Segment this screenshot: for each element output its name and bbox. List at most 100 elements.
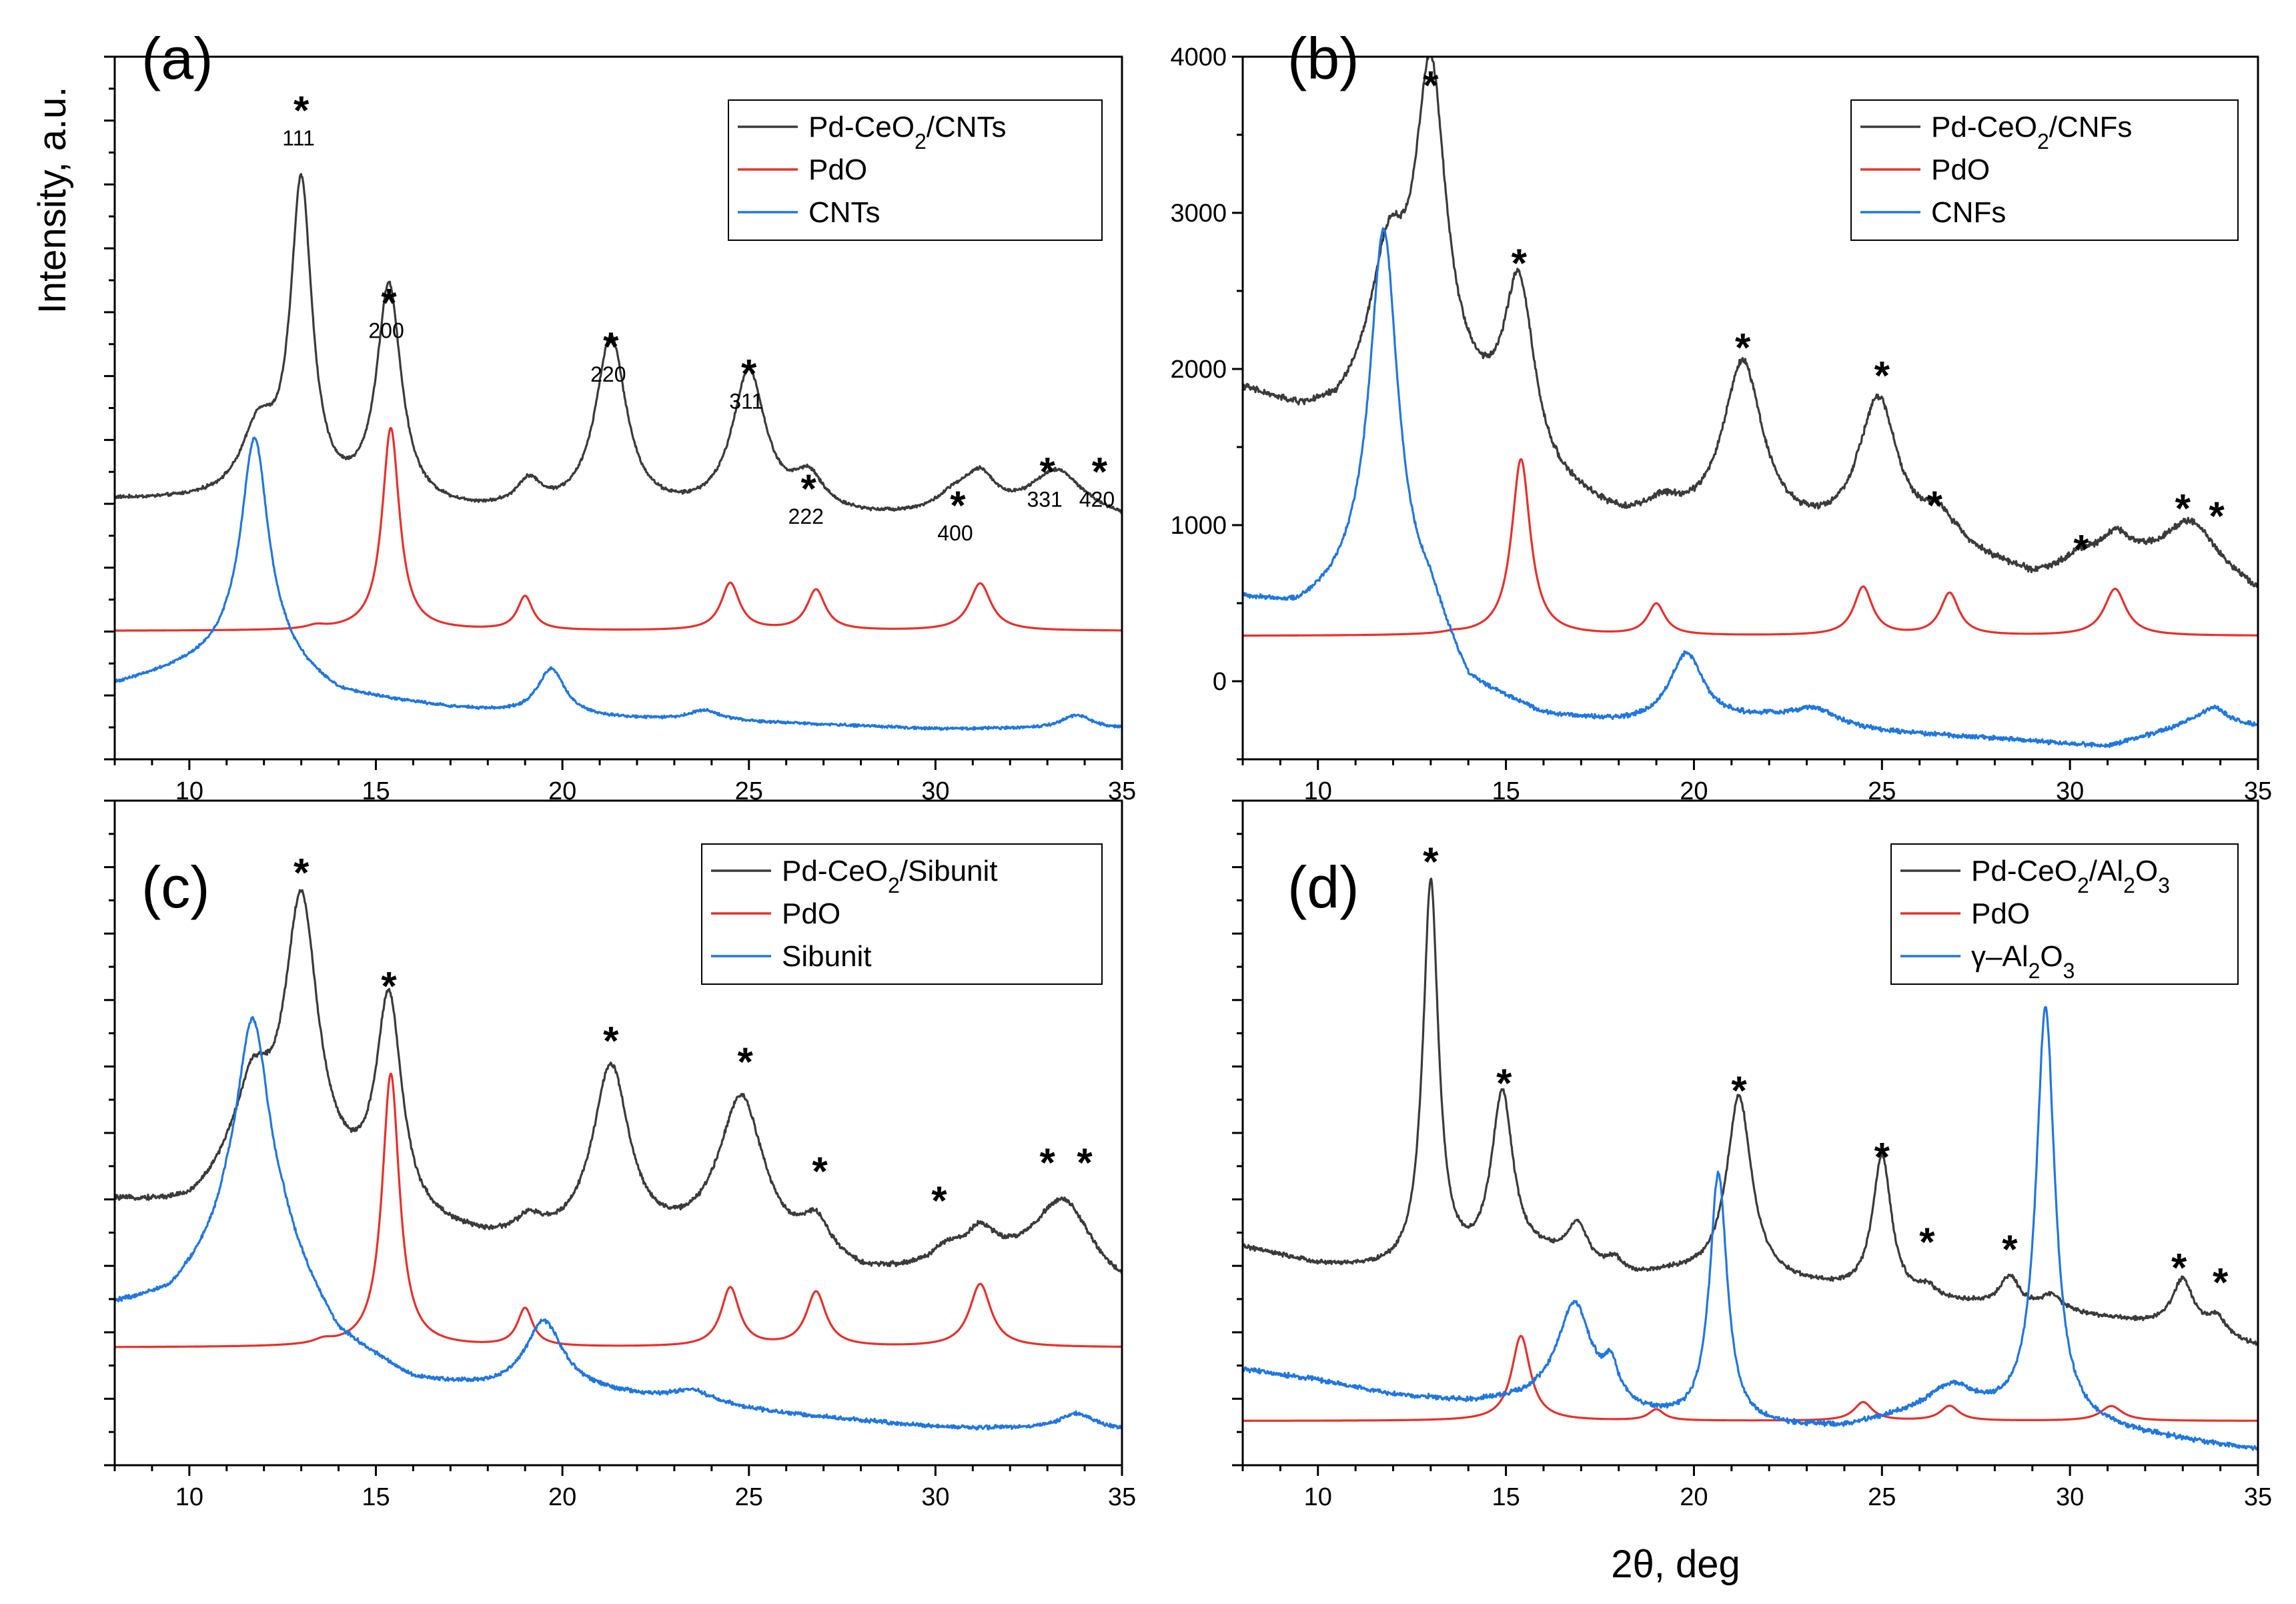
hkl-label: 331 [1027, 487, 1062, 511]
panel-label: (c) [141, 854, 210, 920]
peak-star: * [931, 1178, 947, 1223]
x-tick-label: 10 [175, 1483, 203, 1511]
peak-star: * [2209, 494, 2225, 538]
plot-frame [1241, 55, 2259, 761]
legend-entry: PdO [782, 897, 840, 930]
peak-star: * [2002, 1227, 2018, 1272]
peak-star: * [950, 483, 966, 528]
hkl-label: 220 [590, 362, 626, 386]
peak-star: * [1874, 1135, 1890, 1180]
series-line-sample [115, 173, 1122, 514]
y-tick-label: 3000 [1170, 199, 1227, 228]
peak-star: * [812, 1149, 828, 1194]
hkl-label: 311 [729, 390, 763, 414]
peak-star: * [2213, 1260, 2229, 1305]
series-group [115, 173, 1122, 731]
legend-entry: Pd-CeO2/Al2O3 [1971, 855, 2170, 897]
peak-star: * [741, 352, 757, 396]
x-tick-label: 30 [921, 1483, 949, 1511]
peak-star: * [603, 324, 619, 369]
series-group [1243, 57, 2258, 749]
x-tick-label: 15 [1492, 1483, 1520, 1511]
legend-entry: γ–Al2O3 [1971, 940, 2075, 983]
series-line-sample [1243, 57, 2258, 588]
panel-label: (b) [1287, 25, 1359, 91]
panel-a: 10 15 20 25 30 35*111*200 *220 *311*222 *400*331… [104, 25, 1136, 805]
panels: 10 15 20 25 30 35*111*200 *220 *311*222 *400*331… [104, 25, 2272, 1511]
legend-entry: CNTs [808, 196, 881, 229]
legend-entry: Pd-CeO2/Sibunit [782, 855, 998, 897]
x-tick-label: 35 [1108, 1483, 1136, 1511]
panel-c: 10 15 20 25 30 35 * * * * * * * * (c) Pd-CeO2/SibunitPd… [104, 799, 1136, 1511]
series-line-support [115, 436, 1122, 731]
legend-entry: Pd-CeO2/CNFs [1931, 111, 2132, 153]
hkl-label: 222 [788, 504, 824, 528]
legend-entry: PdO [808, 153, 867, 186]
y-tick-label: 0 [1213, 668, 1227, 696]
series-line-support [115, 1016, 1122, 1431]
x-tick-label: 25 [735, 1483, 763, 1511]
y-tick-label: 2000 [1170, 356, 1227, 384]
series-line-sample [1243, 877, 2258, 1346]
peak-star: * [1039, 1140, 1055, 1185]
series-line-pdo [115, 1072, 1122, 1348]
peak-star: * [1731, 1068, 1747, 1113]
y-axis-title: Intensity, a.u. [31, 87, 74, 314]
series-group [1243, 877, 2258, 1451]
peak-star: * [1077, 1140, 1093, 1185]
legend-entry: PdO [1931, 153, 1990, 186]
x-tick-label: 15 [362, 1483, 390, 1511]
x-tick-label: 35 [2244, 1483, 2272, 1511]
hkl-label: 111 [282, 126, 315, 150]
hkl-label: 400 [937, 521, 973, 545]
peak-star: * [1919, 1220, 1935, 1264]
series-line-support [1243, 227, 2258, 749]
peak-star: * [1423, 63, 1439, 107]
peak-star: * [381, 963, 397, 1008]
legend-entry: Sibunit [782, 940, 872, 973]
peak-star: * [1092, 449, 1108, 494]
peak-star: * [1927, 483, 1943, 528]
series-line-pdo [1243, 458, 2258, 637]
y-tick-label: 1000 [1170, 512, 1227, 540]
series-line-pdo [115, 427, 1122, 632]
x-tick-label: 20 [1680, 1483, 1708, 1511]
legend-entry: Pd-CeO2/CNTs [808, 111, 1007, 153]
peak-star: * [294, 88, 310, 133]
peak-star: * [2171, 1246, 2187, 1290]
y-tick-label: 4000 [1170, 43, 1227, 71]
peak-star: * [1423, 839, 1439, 884]
x-tick-label: 20 [548, 1483, 576, 1511]
legend-entry: PdO [1971, 897, 2030, 930]
x-tick-label: 30 [2056, 1483, 2084, 1511]
x-axis-title: 2θ, deg [1611, 1543, 1740, 1586]
peak-star: * [1512, 241, 1528, 286]
peak-star: * [801, 466, 817, 511]
series-line-support [1243, 1006, 2258, 1451]
series-line-pdo [1243, 1334, 2258, 1422]
series-group [115, 889, 1122, 1431]
x-tick-label: 10 [1304, 1483, 1332, 1511]
peak-star: * [737, 1040, 753, 1084]
series-line-sample [115, 889, 1122, 1275]
peak-star: * [603, 1018, 619, 1063]
peak-star: * [1735, 326, 1751, 370]
peak-star: * [1039, 449, 1055, 494]
peak-star: * [1874, 354, 1890, 398]
legend-entry: CNFs [1931, 196, 2006, 229]
panel-label: (a) [141, 25, 213, 91]
hkl-label: 200 [368, 318, 404, 342]
peak-star: * [2073, 526, 2089, 571]
peak-star: * [294, 850, 310, 895]
panel-label: (d) [1287, 854, 1359, 920]
peak-star: * [2175, 486, 2191, 531]
peak-star: * [1496, 1061, 1512, 1106]
peak-star: * [381, 280, 397, 325]
